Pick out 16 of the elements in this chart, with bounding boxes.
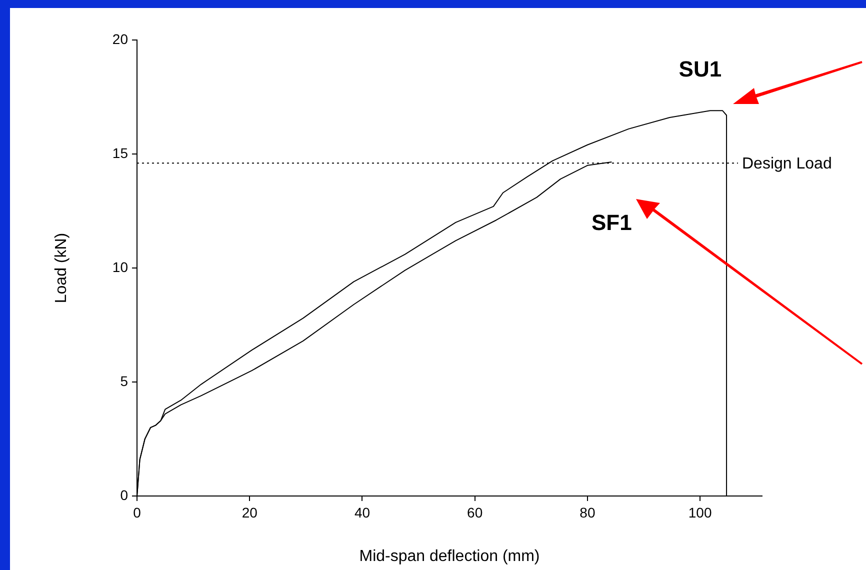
y-tick-label: 5 (120, 372, 128, 389)
y-axis-title: Load (kN) (53, 232, 70, 304)
series-label: SU1 (678, 56, 722, 82)
series-label: SF1 (591, 210, 632, 236)
y-tick-label: 20 (112, 30, 128, 47)
x-axis-title: Mid-span deflection (mm) (359, 548, 540, 565)
x-tick-label: 0 (133, 504, 142, 520)
x-tick-label: 60 (467, 504, 483, 520)
x-tick-label: 80 (580, 504, 596, 520)
ref-line-label: Design Load (742, 156, 832, 173)
x-tick-label: 40 (354, 504, 370, 520)
y-tick-label: 10 (112, 258, 128, 275)
x-tick-label: 20 (242, 504, 258, 520)
y-tick-label: 0 (120, 486, 128, 503)
y-tick-label: 15 (112, 144, 128, 161)
x-tick-label: 100 (688, 504, 712, 520)
